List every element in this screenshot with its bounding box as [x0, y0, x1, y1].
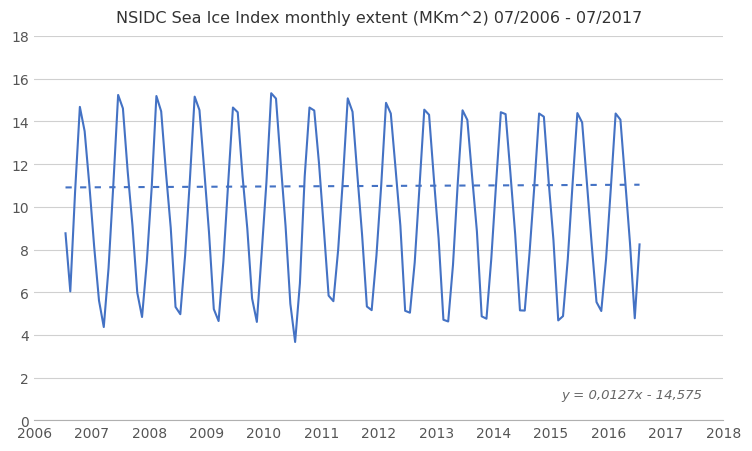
Text: y = 0,0127x - 14,575: y = 0,0127x - 14,575: [562, 388, 702, 401]
Title: NSIDC Sea Ice Index monthly extent (MKm^2) 07/2006 - 07/2017: NSIDC Sea Ice Index monthly extent (MKm^…: [116, 11, 642, 26]
